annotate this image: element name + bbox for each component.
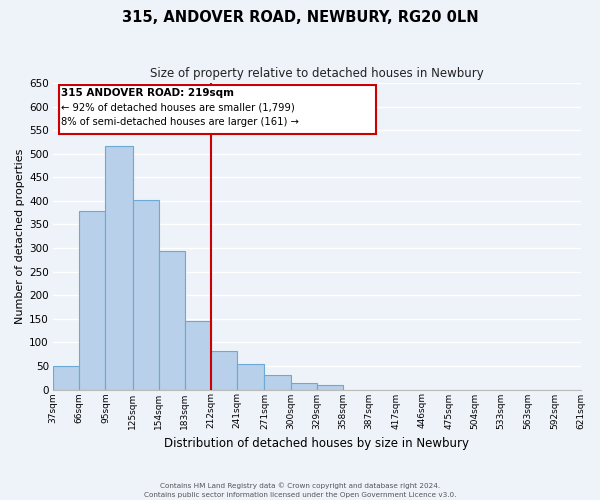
Bar	[159, 252, 185, 390]
X-axis label: Distribution of detached houses by size in Newbury: Distribution of detached houses by size …	[164, 437, 469, 450]
Bar	[53, 366, 79, 390]
Text: 315 ANDOVER ROAD: 219sqm: 315 ANDOVER ROAD: 219sqm	[61, 88, 234, 98]
Title: Size of property relative to detached houses in Newbury: Size of property relative to detached ho…	[150, 68, 484, 80]
Bar	[185, 321, 211, 390]
Bar	[265, 376, 290, 390]
Text: 315, ANDOVER ROAD, NEWBURY, RG20 0LN: 315, ANDOVER ROAD, NEWBURY, RG20 0LN	[122, 10, 478, 25]
Bar	[211, 351, 238, 390]
Text: ← 92% of detached houses are smaller (1,799)
8% of semi-detached houses are larg: ← 92% of detached houses are smaller (1,…	[61, 102, 299, 127]
FancyBboxPatch shape	[59, 85, 376, 134]
Bar	[106, 146, 133, 390]
Bar	[79, 212, 106, 390]
Bar	[290, 384, 317, 390]
Bar	[133, 200, 159, 390]
Text: Contains HM Land Registry data © Crown copyright and database right 2024.
Contai: Contains HM Land Registry data © Crown c…	[144, 482, 456, 498]
Bar	[238, 364, 265, 390]
Y-axis label: Number of detached properties: Number of detached properties	[15, 148, 25, 324]
Bar	[317, 385, 343, 390]
